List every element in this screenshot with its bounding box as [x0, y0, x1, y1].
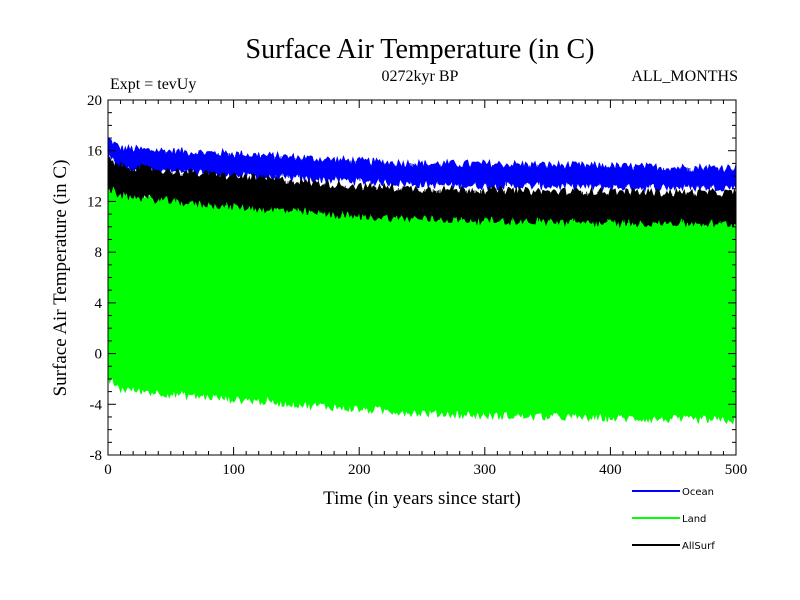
y-tick-label: 0 [95, 347, 103, 363]
y-tick-label: 12 [87, 194, 102, 210]
y-axis-label: Surface Air Temperature (in C) [50, 160, 71, 397]
legend-item-allsurf: AllSurf [632, 541, 715, 552]
legend: Ocean Land AllSurf [632, 487, 715, 552]
legend-label: AllSurf [682, 541, 715, 552]
legend-label: Land [682, 514, 706, 525]
y-tick-label: 8 [95, 245, 103, 261]
y-tick-label: 16 [87, 144, 103, 160]
axis-layer: 0 100 200 300 400 500 20 16 12 8 4 0 -4 -8 [87, 93, 747, 478]
chart-subtitle: 0272kyr BP [382, 68, 459, 85]
chart-title: Surface Air Temperature (in C) [246, 34, 595, 65]
months-label: ALL_MONTHS [631, 68, 738, 85]
series-layer [107, 136, 737, 425]
series-ocean-line [107, 138, 737, 188]
experiment-label: Expt = tevUy [110, 76, 196, 93]
legend-label: Ocean [682, 487, 714, 498]
x-tick-label: 200 [348, 462, 371, 478]
x-axis-label: Time (in years since start) [323, 488, 521, 509]
x-tick-label: 100 [222, 462, 245, 478]
y-tick-label: -4 [90, 397, 103, 413]
series-allsurf-line [107, 161, 737, 224]
legend-item-ocean: Ocean [632, 487, 714, 498]
x-tick-label: 0 [104, 462, 112, 478]
y-tick-label: 20 [87, 93, 102, 109]
x-tick-label: 400 [599, 462, 622, 478]
legend-item-land: Land [632, 514, 706, 525]
x-tick-label: 300 [474, 462, 497, 478]
x-tick-label: 500 [725, 462, 748, 478]
y-tick-label: 4 [95, 296, 103, 312]
y-tick-label: -8 [90, 448, 103, 464]
